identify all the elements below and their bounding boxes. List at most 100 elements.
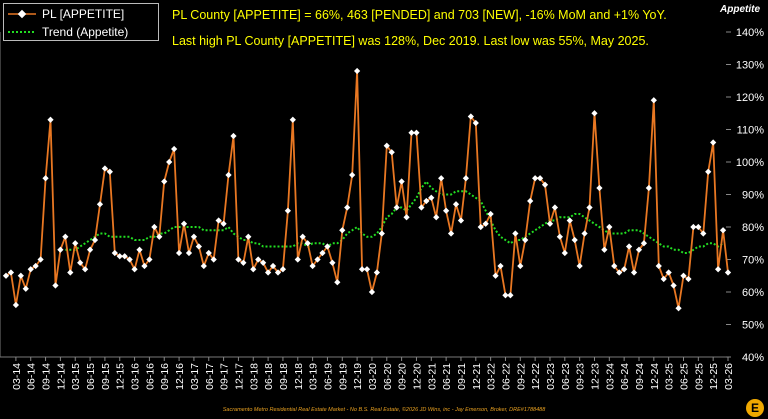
appetite-point [151, 223, 158, 231]
x-tick-label: 03-26 [723, 363, 735, 390]
appetite-point [497, 262, 504, 270]
x-tick-label: 03-18 [248, 363, 260, 390]
appetite-point [527, 197, 534, 205]
appetite-point [349, 171, 356, 179]
appetite-point [86, 246, 94, 253]
x-tick-label: 03-24 [604, 363, 616, 390]
y-tick-label: 50% [742, 320, 764, 332]
legend-item-trend: Trend (Appetite) [8, 24, 128, 40]
appetite-point [507, 292, 514, 299]
y-tick-label: 120% [736, 92, 764, 104]
x-tick-label: 06-21 [441, 363, 453, 390]
appetite-point [91, 236, 99, 244]
y-tick-label: 80% [742, 222, 764, 234]
appetite-point [601, 246, 608, 253]
y-tick-label: 110% [737, 125, 765, 137]
appetite-point [517, 262, 524, 270]
x-tick-label: 12-24 [649, 363, 661, 390]
appetite-point [546, 220, 554, 227]
appetite-point [398, 178, 405, 185]
appetite-point [630, 269, 638, 276]
y-tick-label: 100% [736, 157, 764, 169]
y-tick-label: 60% [742, 287, 764, 299]
appetite-point [502, 292, 509, 299]
appetite-point [675, 305, 682, 312]
x-tick-label: 06-16 [144, 363, 156, 390]
appetite-point [67, 269, 74, 276]
x-tick-label: 03-23 [545, 363, 557, 390]
x-tick-label: 12-18 [293, 363, 305, 390]
appetite-point [215, 217, 222, 224]
appetite-point [175, 249, 183, 257]
chart-gridlines [0, 32, 728, 358]
y-tick-label: 130% [736, 60, 764, 72]
x-tick-label: 09-18 [278, 363, 290, 390]
appetite-point [260, 259, 267, 266]
appetite-point [17, 272, 24, 279]
trend-line [65, 179, 724, 254]
appetite-point [339, 227, 346, 234]
x-tick-label: 03-25 [664, 363, 676, 390]
appetite-point [171, 145, 178, 153]
appetite-point [512, 230, 519, 237]
headline-line-2: Last high PL County [APPETITE] was 128%,… [172, 34, 649, 48]
appetite-point [245, 233, 252, 240]
appetite-point [42, 175, 49, 182]
x-tick-label: 09-14 [41, 363, 53, 390]
x-tick-label: 09-25 [693, 363, 705, 390]
appetite-point [403, 214, 410, 221]
appetite-point [358, 266, 366, 273]
appetite-point [294, 256, 301, 263]
x-tick-label: 03-21 [426, 363, 438, 390]
appetite-point [373, 269, 381, 276]
footer-copyright: Sacramento Metro Residential Real Estate… [222, 407, 546, 413]
appetite-point [166, 158, 173, 166]
appetite-point [230, 132, 237, 140]
legend-item-appetite: PL [APPETITE] [8, 6, 124, 22]
x-tick-label: 06-23 [560, 363, 572, 390]
appetite-point [551, 204, 559, 211]
appetite-point [264, 269, 272, 276]
x-tick-label: 06-22 [500, 363, 512, 390]
legend-label-appetite: PL [APPETITE] [42, 7, 125, 21]
appetite-point [269, 262, 277, 270]
x-tick-label: 12-16 [174, 363, 186, 390]
appetite-point [447, 230, 455, 237]
appetite-point [185, 249, 193, 257]
y-tick-label: 140% [736, 27, 764, 39]
appetite-point [714, 266, 722, 273]
appetite-point [116, 253, 123, 260]
x-tick-label: 06-19 [322, 363, 334, 390]
legend-line-dotted-green-icon [8, 31, 36, 33]
x-tick-label: 12-14 [55, 363, 67, 390]
x-tick-label: 09-21 [456, 363, 468, 390]
appetite-point [106, 168, 113, 175]
appetite-point [52, 282, 59, 289]
appetite-point [225, 171, 232, 179]
x-tick-label: 06-18 [263, 363, 275, 390]
x-tick-label: 12-17 [233, 363, 245, 390]
x-tick-label: 03-16 [130, 363, 142, 390]
appetite-point [289, 116, 296, 123]
x-axis-ticks: 03-14 06-14 09-14 12-14 03-15 06-15 09-15 12-15… [11, 357, 735, 390]
appetite-point [576, 262, 583, 270]
appetite-point [443, 207, 450, 214]
appetite-point [146, 256, 153, 263]
x-tick-label: 09-15 [100, 363, 112, 390]
x-tick-label: 03-15 [70, 363, 82, 390]
x-tick-label: 06-24 [619, 363, 631, 390]
appetite-point [645, 184, 652, 192]
appetite-point [378, 230, 385, 237]
x-tick-label: 03-14 [11, 363, 23, 390]
x-tick-label: 06-14 [26, 363, 38, 390]
appetite-point [462, 175, 470, 182]
x-tick-label: 12-22 [530, 363, 542, 390]
y-axis-ticks: 40% 50% 60% 70% 80% 90% 100% 110% 120% 130% 140% [726, 27, 764, 364]
appetite-point [571, 236, 578, 244]
appetite-point [334, 279, 341, 286]
appetite-point [413, 129, 420, 136]
trend-series [65, 179, 724, 254]
x-tick-label: 06-17 [204, 363, 216, 390]
appetite-point [274, 269, 282, 276]
appetite-point [452, 201, 460, 208]
